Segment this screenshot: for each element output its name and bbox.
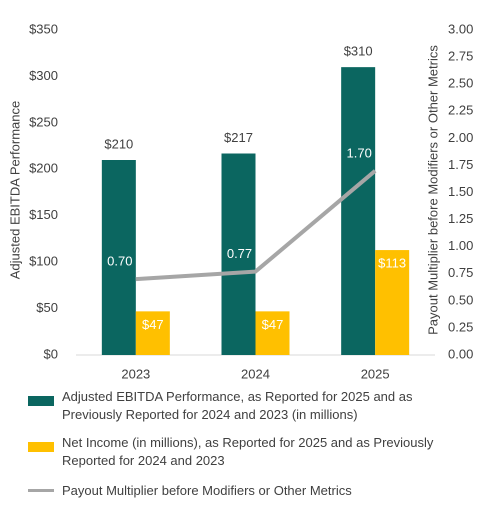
y-tick-label: $0 [44, 346, 58, 361]
bar [101, 160, 136, 355]
legend-item: Payout Multiplier before Modifiers or Ot… [0, 482, 481, 509]
data-label: $113 [378, 256, 406, 271]
y2-tick-label: 0.25 [448, 319, 473, 334]
y-tick-label: $350 [29, 21, 58, 36]
data-label: $210 [104, 136, 133, 151]
y2-axis-title: Payout Multiplier before Modifiers or Ot… [425, 45, 440, 335]
y2-tick-label: 2.00 [448, 130, 473, 145]
bar [221, 153, 256, 355]
data-label: 1.70 [347, 145, 372, 160]
bar [341, 67, 376, 356]
x-tick-label: 2025 [361, 366, 390, 381]
y-tick-label: $300 [29, 68, 58, 83]
legend-label: Payout Multiplier before Modifiers or Ot… [62, 483, 352, 498]
y2-tick-label: 1.50 [448, 184, 473, 199]
x-tick-label: 2024 [241, 366, 270, 381]
line [135, 169, 377, 282]
y2-tick-label: 1.75 [448, 157, 473, 172]
data-label: $310 [344, 44, 373, 59]
data-label: 0.77 [227, 246, 252, 261]
legend-swatch [28, 396, 54, 406]
bar [255, 311, 290, 355]
y-axis-title: Adjusted EBITDA Performance [7, 101, 22, 279]
legend-swatch [28, 442, 54, 452]
y2-tick-label: 2.75 [448, 49, 473, 64]
y-tick-label: $200 [29, 161, 58, 176]
y2-tick-label: 0.75 [448, 265, 473, 280]
legend-label: Net Income (in millions), as Reported fo… [62, 435, 434, 468]
bar [375, 250, 410, 355]
y-tick-label: $150 [29, 207, 58, 222]
y-tick-label: $50 [36, 300, 58, 315]
y-tick-label: $250 [29, 114, 58, 129]
legend-item: Net Income (in millions), as Reported fo… [0, 434, 481, 484]
y2-tick-label: 3.00 [448, 21, 473, 36]
data-label: $47 [262, 317, 284, 332]
legend-label: Adjusted EBITDA Performance, as Reported… [62, 389, 413, 422]
data-label: 0.70 [107, 254, 132, 269]
y2-tick-label: 1.00 [448, 238, 473, 253]
data-label: $217 [224, 130, 253, 145]
legend-swatch [28, 489, 54, 492]
bar [135, 311, 170, 355]
x-tick-label: 2023 [121, 366, 150, 381]
legend-item: Adjusted EBITDA Performance, as Reported… [0, 388, 481, 438]
data-label: $47 [142, 317, 164, 332]
y2-tick-label: 0.50 [448, 292, 473, 307]
y2-tick-label: 1.25 [448, 211, 473, 226]
y2-tick-label: 0.00 [448, 346, 473, 361]
y2-tick-label: 2.25 [448, 103, 473, 118]
y2-tick-label: 2.50 [448, 76, 473, 91]
y-tick-label: $100 [29, 254, 58, 269]
